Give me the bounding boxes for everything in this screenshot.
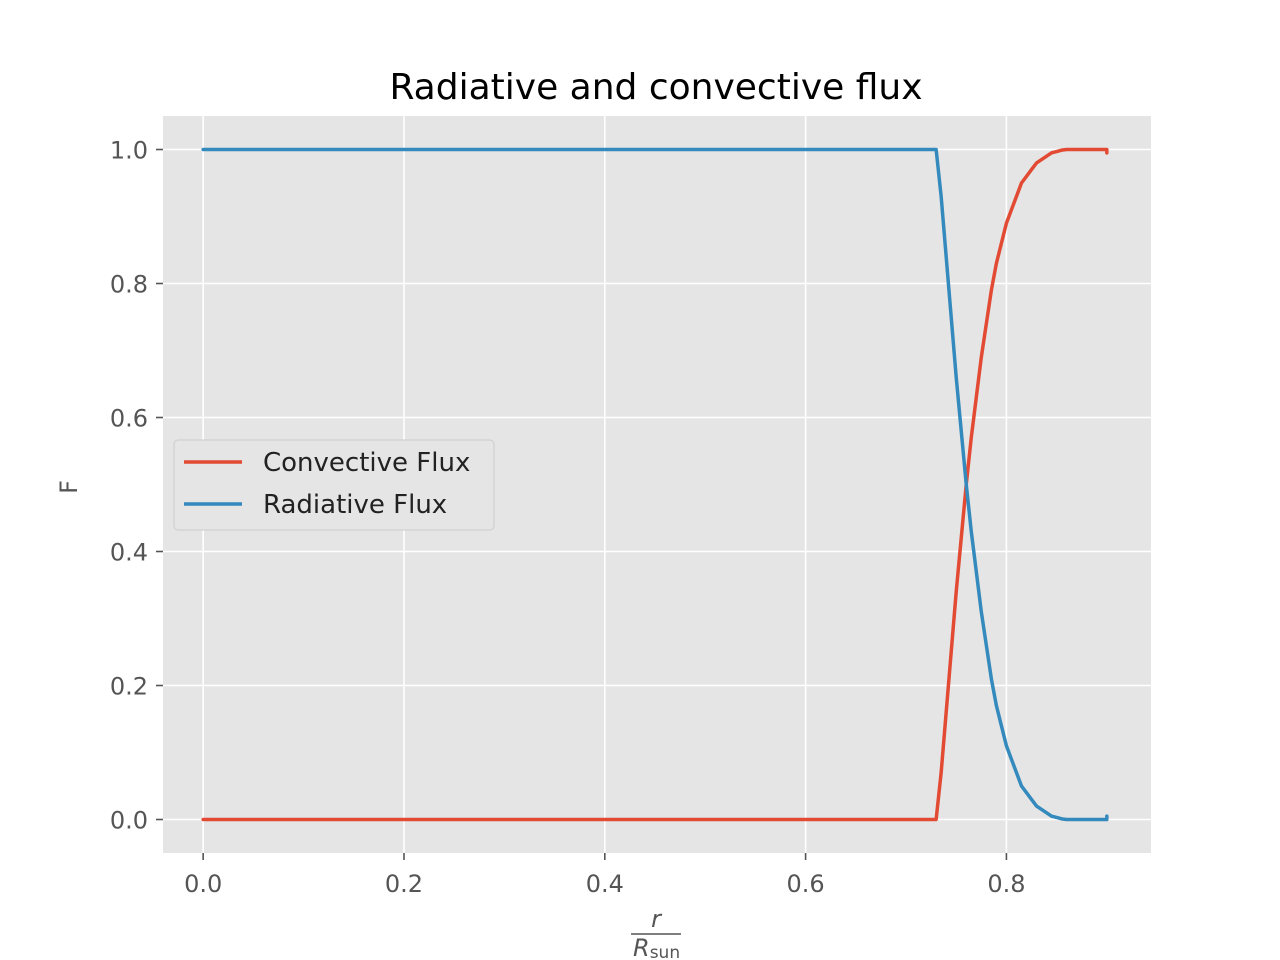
x-tick-label: 0.4 <box>586 870 624 898</box>
x-label-numerator: r <box>651 905 663 933</box>
y-tick-label: 1.0 <box>110 137 148 165</box>
y-tick-label: 0.8 <box>110 271 148 299</box>
x-label-denominator: Rsun <box>633 934 680 960</box>
x-tick-label: 0.8 <box>987 870 1025 898</box>
series-lines <box>201 147 1109 822</box>
x-ticks: 0.0 0.2 0.4 0.6 0.8 <box>184 853 1026 898</box>
y-tick-label: 0.0 <box>110 807 148 835</box>
series-line-convective-flux <box>201 147 1109 822</box>
y-tick-label: 0.6 <box>110 405 148 433</box>
y-axis-label: F <box>55 480 83 494</box>
chart-title: Radiative and convective flux <box>389 67 922 108</box>
y-tick-label: 0.2 <box>110 673 148 701</box>
x-label-denominator-sub: sun <box>650 943 680 960</box>
legend-label-radiative: Radiative Flux <box>263 490 447 520</box>
x-tick-label: 0.0 <box>184 870 222 898</box>
x-tick-label: 0.6 <box>787 870 825 898</box>
x-tick-label: 0.2 <box>385 870 423 898</box>
legend: Convective Flux Radiative Flux <box>173 439 495 531</box>
y-tick-label: 0.4 <box>110 539 148 567</box>
x-axis-label: r Rsun <box>631 905 681 960</box>
x-label-denominator-main: R <box>633 934 650 960</box>
legend-label-convective: Convective Flux <box>263 448 470 478</box>
legend-box <box>173 439 495 531</box>
series-line-radiative-flux <box>201 147 1109 822</box>
y-ticks: 0.0 0.2 0.4 0.6 0.8 1.0 <box>110 137 163 835</box>
